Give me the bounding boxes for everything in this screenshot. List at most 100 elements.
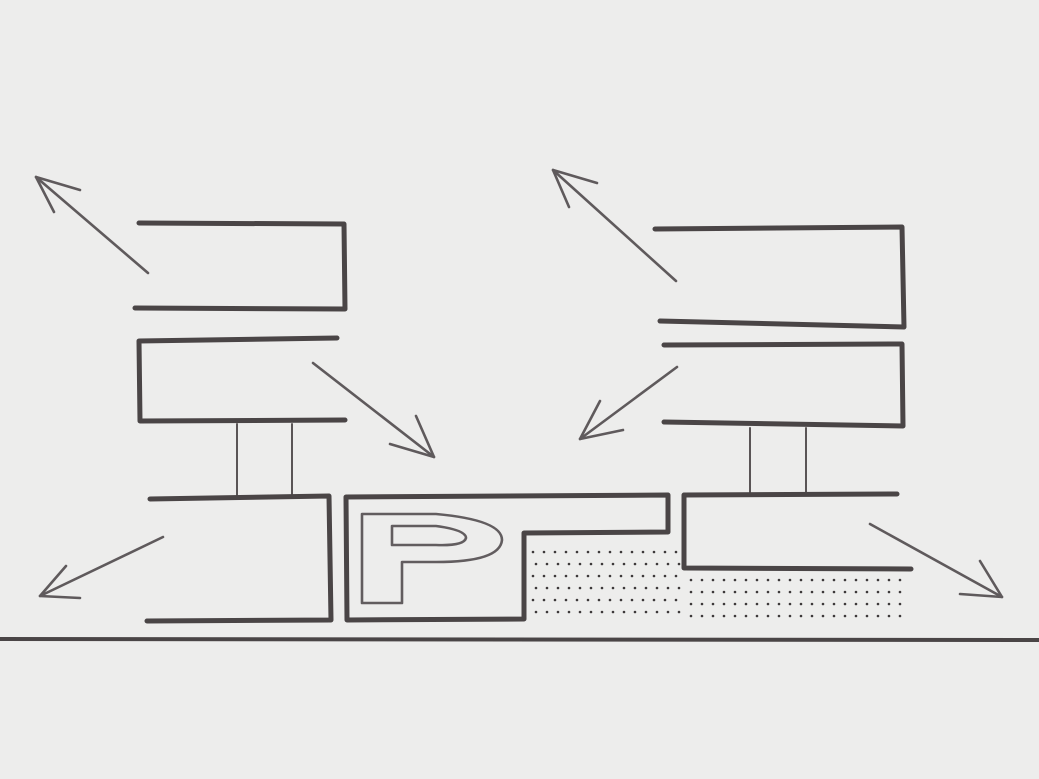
- stipple-dot: [887, 602, 891, 606]
- stipple-dot: [622, 586, 626, 590]
- stipple-dot: [564, 550, 568, 554]
- stipple-dot: [644, 610, 648, 614]
- stipple-dot: [677, 610, 681, 614]
- stipple-dot: [865, 614, 869, 618]
- stipple-dot: [700, 602, 704, 606]
- stipple-dot: [810, 590, 814, 594]
- stipple-dot: [611, 586, 615, 590]
- stipple-dot: [711, 578, 715, 582]
- stipple-dot: [876, 578, 880, 582]
- stipple-dot: [898, 590, 902, 594]
- stipple-dot: [641, 598, 645, 602]
- stipple-dot: [589, 586, 593, 590]
- stipple-dot: [674, 550, 678, 554]
- stipple-dot: [854, 590, 858, 594]
- stipple-dot: [810, 602, 814, 606]
- stipple-dot: [711, 590, 715, 594]
- stipple-dot: [843, 614, 847, 618]
- stipple-dot: [655, 610, 659, 614]
- stipple-dot: [608, 574, 612, 578]
- stipple-dot: [622, 610, 626, 614]
- stipple-dot: [876, 602, 880, 606]
- stipple-dot: [733, 602, 737, 606]
- stipple-dot: [689, 590, 693, 594]
- stipple-dot: [799, 590, 803, 594]
- stipple-dot: [744, 614, 748, 618]
- stipple-dot: [575, 550, 579, 554]
- stipple-dot: [766, 578, 770, 582]
- stipple-dot: [788, 602, 792, 606]
- left-building: [132, 220, 348, 624]
- stipple-dot: [700, 578, 704, 582]
- parking-structure: P: [343, 492, 671, 623]
- stipple-dot: [876, 614, 880, 618]
- stipple-dot: [832, 614, 836, 618]
- stipple-dot: [788, 590, 792, 594]
- stipple-dot: [777, 578, 781, 582]
- ground-line: [0, 637, 1039, 642]
- arrow-down-right-2: [868, 522, 1004, 599]
- stipple-dot: [545, 586, 549, 590]
- stipple-dot: [788, 614, 792, 618]
- stipple-dot: [531, 598, 535, 602]
- stipple-dot: [865, 578, 869, 582]
- stipple-dot: [744, 578, 748, 582]
- stipple-dot: [619, 574, 623, 578]
- stipple-dot: [733, 578, 737, 582]
- stipple-dot: [799, 602, 803, 606]
- stipple-dot: [755, 590, 759, 594]
- stipple-dot: [854, 578, 858, 582]
- stipple-dot: [898, 614, 902, 618]
- stipple-dot: [567, 610, 571, 614]
- stipple-dot: [597, 598, 601, 602]
- stipple-dot: [677, 586, 681, 590]
- stipple-dot: [597, 574, 601, 578]
- stipple-dot: [531, 550, 535, 554]
- stipple-dot: [674, 598, 678, 602]
- stipple-dot: [641, 574, 645, 578]
- stipple-dot: [843, 590, 847, 594]
- stipple-dot: [611, 562, 615, 566]
- stipple-dot: [755, 578, 759, 582]
- stipple-dot: [545, 610, 549, 614]
- stipple-dot: [744, 602, 748, 606]
- stipple-dot: [542, 598, 546, 602]
- stipple-dot: [799, 614, 803, 618]
- stipple-dot: [622, 562, 626, 566]
- stipple-dot: [755, 602, 759, 606]
- stipple-dot: [553, 598, 557, 602]
- arrow-down-left-1: [578, 365, 679, 441]
- stipple-dot: [766, 614, 770, 618]
- stipple-dot: [663, 574, 667, 578]
- stipple-dot: [722, 590, 726, 594]
- right-top-slab: [652, 224, 907, 330]
- stipple-dot: [575, 574, 579, 578]
- stipple-dot: [810, 614, 814, 618]
- arrow-up-left-2: [551, 168, 678, 283]
- stipple-dot: [755, 614, 759, 618]
- stipple-dot: [666, 562, 670, 566]
- stipple-dot: [854, 614, 858, 618]
- stipple-dot: [887, 614, 891, 618]
- stipple-dot: [788, 578, 792, 582]
- stipple-dot: [700, 590, 704, 594]
- stipple-dot: [542, 574, 546, 578]
- stipple-dot: [832, 602, 836, 606]
- stipple-dot: [600, 562, 604, 566]
- stipple-dot: [832, 590, 836, 594]
- arrow-up-left-1: [34, 175, 150, 275]
- stipple-dot: [777, 614, 781, 618]
- arrow-down-left-2: [38, 535, 165, 600]
- arrow-down-right-1: [311, 361, 436, 459]
- stipple-dot: [600, 586, 604, 590]
- stipple-dot: [633, 562, 637, 566]
- stipple-dot: [898, 578, 902, 582]
- stipple-dot: [608, 598, 612, 602]
- stipple-dot: [733, 614, 737, 618]
- stipple-dot: [556, 586, 560, 590]
- stipple-dot: [534, 586, 538, 590]
- stipple-dot: [652, 598, 656, 602]
- stipple-dot: [700, 614, 704, 618]
- stipple-dot: [611, 610, 615, 614]
- stipple-dot: [578, 562, 582, 566]
